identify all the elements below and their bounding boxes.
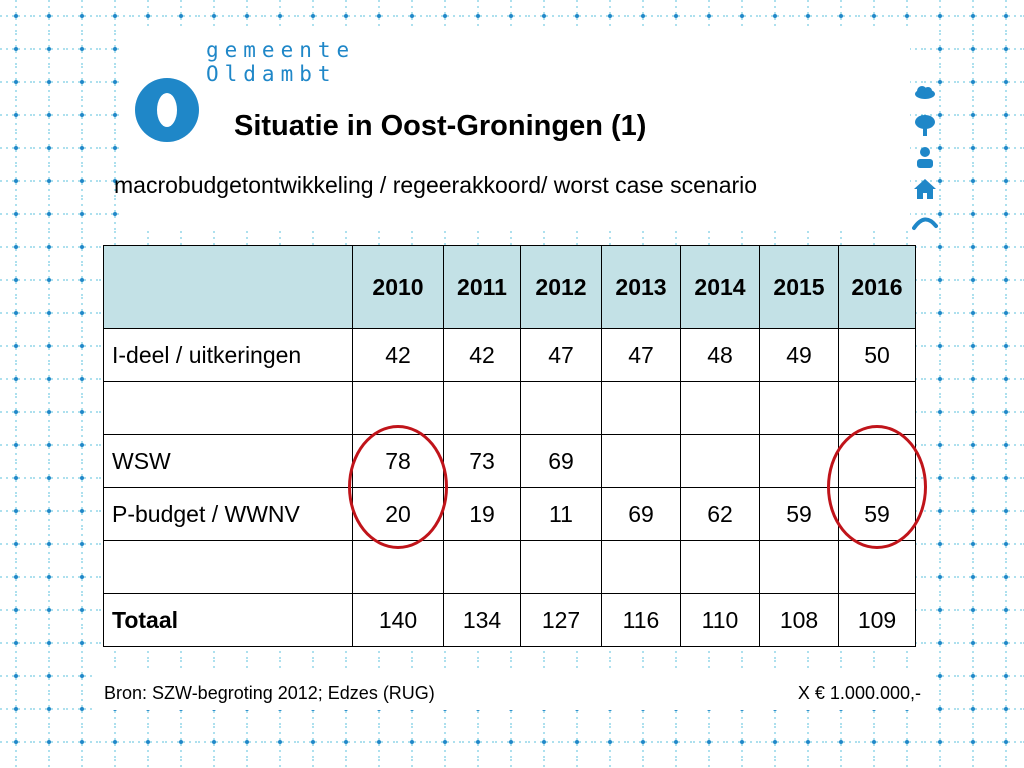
- table-cell: 49: [759, 328, 839, 382]
- wave-icon: [912, 217, 938, 230]
- logo-wordmark: gemeente Oldambt: [206, 38, 355, 86]
- cloud-icon: [915, 86, 935, 99]
- table-cell: 50: [838, 328, 916, 382]
- table-row: [103, 540, 916, 594]
- source-note: Bron: SZW-begroting 2012; Edzes (RUG): [104, 683, 435, 703]
- table-cell: 69: [601, 487, 681, 541]
- table-cell: 134: [443, 593, 521, 647]
- header-cell-year: 2011: [443, 245, 521, 329]
- house-icon: [914, 179, 936, 199]
- table-cell: [520, 540, 602, 594]
- table-cell: 108: [759, 593, 839, 647]
- table-cell: [759, 540, 839, 594]
- table-cell: 59: [759, 487, 839, 541]
- logo-line-1: gemeente: [206, 38, 356, 62]
- table-cell: 47: [520, 328, 602, 382]
- table-cell: 19: [443, 487, 521, 541]
- table-cell: 110: [680, 593, 760, 647]
- table-cell: [601, 381, 681, 435]
- header-cell-year: 2012: [520, 245, 602, 329]
- table-cell: 116: [601, 593, 681, 647]
- header-cell-year: 2013: [601, 245, 681, 329]
- header-cell-year: 2016: [838, 245, 916, 329]
- tree-icon: [915, 115, 935, 136]
- table-cell: [680, 434, 760, 488]
- table-cell: 42: [443, 328, 521, 382]
- table-cell: [759, 381, 839, 435]
- logo-line-2: Oldambt: [206, 62, 337, 86]
- table-row: I-deel / uitkeringen 42 42 47 47 48 49 5…: [103, 328, 916, 382]
- logo-o-icon: [135, 78, 199, 142]
- row-label: P-budget / WWNV: [103, 487, 353, 541]
- table-cell: [838, 540, 916, 594]
- row-label: [103, 381, 353, 435]
- table-cell: 109: [838, 593, 916, 647]
- table-cell: 69: [520, 434, 602, 488]
- row-label: WSW: [103, 434, 353, 488]
- table-cell: [680, 540, 760, 594]
- table-cell: [680, 381, 760, 435]
- slide-subtitle: macrobudgetontwikkeling / regeerakkoord/…: [114, 172, 758, 198]
- table-cell: [601, 540, 681, 594]
- header-cell-label: [103, 245, 353, 329]
- table-cell: [520, 381, 602, 435]
- table-cell: 127: [520, 593, 602, 647]
- highlight-circle-2016: [827, 425, 927, 549]
- header-cell-year: 2015: [759, 245, 839, 329]
- table-header-row: 2010 2011 2012 2013 2014 2015 2016: [103, 245, 916, 329]
- row-label: [103, 540, 353, 594]
- table-row: WSW 78 73 69: [103, 434, 916, 488]
- table-cell: 47: [601, 328, 681, 382]
- budget-table: 2010 2011 2012 2013 2014 2015 2016 I-dee…: [103, 245, 916, 647]
- table-cell: [443, 540, 521, 594]
- table-cell: 11: [520, 487, 602, 541]
- table-cell: 73: [443, 434, 521, 488]
- person-icon: [917, 147, 933, 168]
- highlight-circle-2010: [348, 425, 448, 549]
- header-cell-year: 2010: [352, 245, 444, 329]
- row-label: Totaal: [103, 593, 353, 647]
- table-cell: [601, 434, 681, 488]
- table-row-total: Totaal 140 134 127 116 110 108 109: [103, 593, 916, 647]
- table-cell: 140: [352, 593, 444, 647]
- side-icons: [912, 80, 944, 240]
- table-row: P-budget / WWNV 20 19 11 69 62 59 59: [103, 487, 916, 541]
- table-row: [103, 381, 916, 435]
- table-cell: [443, 381, 521, 435]
- table-cell: 62: [680, 487, 760, 541]
- table-cell: 42: [352, 328, 444, 382]
- table-cell: 48: [680, 328, 760, 382]
- row-label: I-deel / uitkeringen: [103, 328, 353, 382]
- header-cell-year: 2014: [680, 245, 760, 329]
- slide-title: Situatie in Oost-Groningen (1): [234, 110, 647, 142]
- unit-note: X € 1.000.000,-: [797, 683, 921, 703]
